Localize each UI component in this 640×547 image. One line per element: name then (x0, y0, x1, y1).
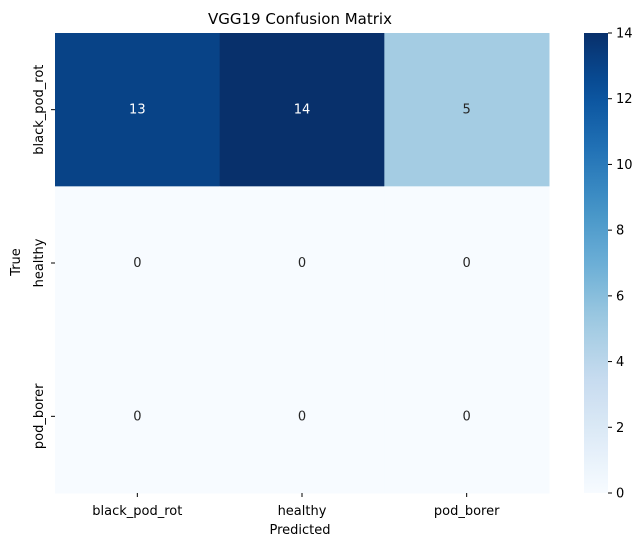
colorbar-tick-label: 6 (616, 289, 624, 304)
y-tick-label: black_pod_rot (32, 65, 47, 155)
x-axis-ticks: black_pod_rot healthy pod_borer (92, 493, 500, 519)
cell-annotations: 13 14 5 0 0 0 0 0 0 (129, 103, 471, 425)
x-tick-label: healthy (278, 504, 327, 519)
colorbar (584, 33, 608, 493)
heatmap-cell (55, 186, 221, 341)
y-tick-label: pod_borer (32, 383, 47, 449)
colorbar-tick-label: 0 (616, 487, 624, 502)
cell-value-label: 0 (463, 409, 471, 424)
cell-value-label: 0 (463, 256, 471, 271)
cell-value-label: 5 (463, 103, 471, 118)
colorbar-tick-label: 8 (616, 224, 624, 239)
colorbar-ticks: 0 2 4 6 8 10 12 14 (608, 27, 633, 502)
cell-value-label: 0 (133, 256, 141, 271)
colorbar-tick-label: 12 (616, 92, 633, 107)
colorbar-tick-label: 14 (616, 27, 633, 42)
heatmap-cell (55, 33, 221, 187)
heatmap-cells (55, 33, 550, 494)
x-tick-label: black_pod_rot (92, 504, 182, 519)
cell-value-label: 0 (298, 256, 306, 271)
cell-value-label: 13 (129, 103, 146, 118)
heatmap-cell (219, 186, 385, 341)
cell-value-label: 0 (133, 409, 141, 424)
x-tick-label: pod_borer (434, 504, 500, 519)
heatmap-cell (219, 33, 385, 187)
colorbar-tick-label: 10 (616, 158, 633, 173)
y-axis-label: True (9, 248, 24, 277)
chart-title: VGG19 Confusion Matrix (208, 10, 392, 28)
heatmap-cell (384, 186, 550, 341)
heatmap-cell (55, 339, 221, 494)
cell-value-label: 0 (298, 409, 306, 424)
heatmap-cell (384, 339, 550, 494)
y-tick-label: healthy (32, 238, 47, 287)
heatmap-cell (219, 339, 385, 494)
colorbar-tick-label: 2 (616, 421, 624, 436)
colorbar-tick-label: 4 (616, 355, 624, 370)
cell-value-label: 14 (294, 103, 311, 118)
x-axis-label: Predicted (269, 523, 330, 538)
heatmap-cell (384, 33, 550, 187)
